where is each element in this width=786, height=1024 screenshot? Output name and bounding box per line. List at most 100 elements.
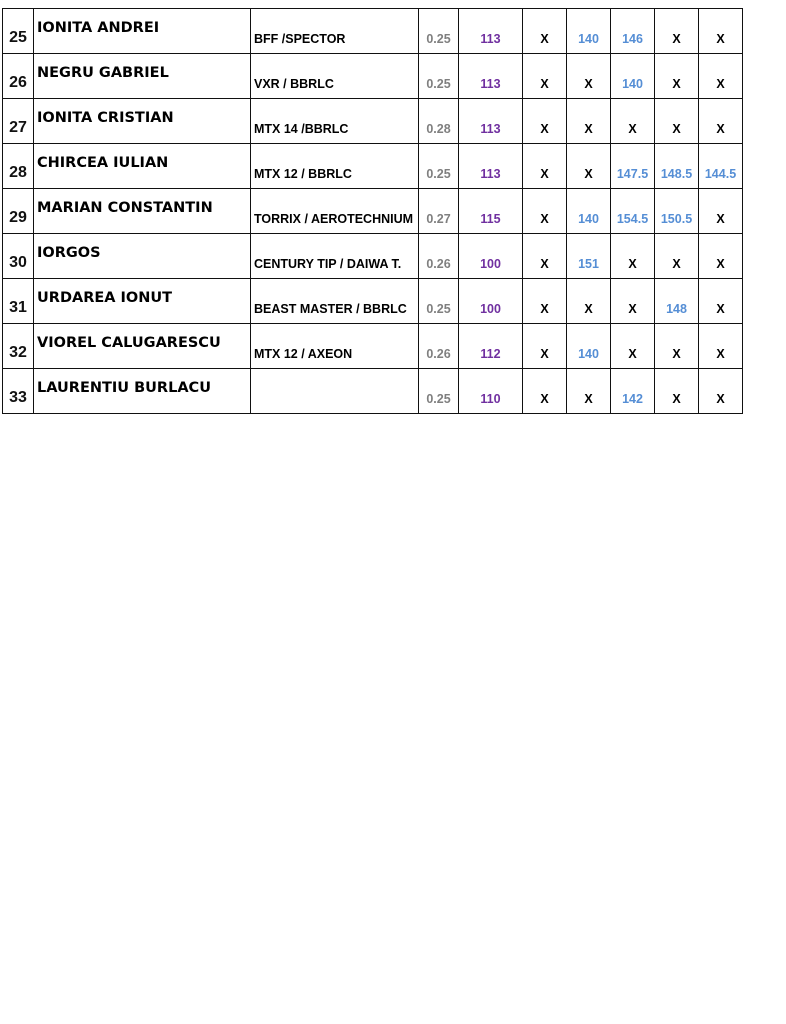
line-diameter: 0.25 bbox=[418, 278, 459, 324]
row-number: 29 bbox=[2, 188, 34, 234]
table-row: 27 IONITA CRISTIAN MTX 14 /BBRLC 0.28 113 X X X… bbox=[2, 98, 743, 144]
line-diameter: 0.26 bbox=[418, 323, 459, 369]
throw-1: X bbox=[522, 368, 567, 414]
row-number: 33 bbox=[2, 368, 34, 414]
table-row: 26 NEGRU GABRIEL VXR / BBRLC 0.25 113 X X 140 X X bbox=[2, 53, 743, 99]
throw-2: X bbox=[566, 53, 611, 99]
competitor-name: IORGOS bbox=[33, 233, 251, 279]
line-diameter: 0.25 bbox=[418, 53, 459, 99]
throw-2: X bbox=[566, 368, 611, 414]
throw-3: 147.5 bbox=[610, 143, 655, 189]
equipment: CENTURY TIP / DAIWA T. bbox=[250, 233, 419, 279]
row-number: 31 bbox=[2, 278, 34, 324]
equipment: TORRIX / AEROTECHNIUM bbox=[250, 188, 419, 234]
lead-weight: 100 bbox=[458, 278, 523, 324]
throw-4: X bbox=[654, 8, 699, 54]
throw-5: X bbox=[698, 53, 743, 99]
line-diameter: 0.25 bbox=[418, 368, 459, 414]
row-number: 26 bbox=[2, 53, 34, 99]
competitor-name: IONITA CRISTIAN bbox=[33, 98, 251, 144]
throw-5: X bbox=[698, 233, 743, 279]
throw-4: X bbox=[654, 323, 699, 369]
throw-1: X bbox=[522, 143, 567, 189]
competitor-name: MARIAN CONSTANTIN bbox=[33, 188, 251, 234]
competitor-name: URDAREA IONUT bbox=[33, 278, 251, 324]
line-diameter: 0.27 bbox=[418, 188, 459, 234]
table-row: 31 URDAREA IONUT BEAST MASTER / BBRLC 0.25 1… bbox=[2, 278, 743, 324]
throw-4: X bbox=[654, 368, 699, 414]
lead-weight: 110 bbox=[458, 368, 523, 414]
throw-4: X bbox=[654, 53, 699, 99]
line-diameter: 0.26 bbox=[418, 233, 459, 279]
throw-3: 154.5 bbox=[610, 188, 655, 234]
line-diameter: 0.25 bbox=[418, 143, 459, 189]
equipment bbox=[250, 368, 419, 414]
lead-weight: 115 bbox=[458, 188, 523, 234]
throw-1: X bbox=[522, 233, 567, 279]
lead-weight: 113 bbox=[458, 143, 523, 189]
throw-1: X bbox=[522, 53, 567, 99]
competitor-name: NEGRU GABRIEL bbox=[33, 53, 251, 99]
throw-1: X bbox=[522, 98, 567, 144]
throw-2: X bbox=[566, 98, 611, 144]
competitor-name: VIOREL CALUGARESCU bbox=[33, 323, 251, 369]
throw-2: 140 bbox=[566, 8, 611, 54]
competitor-name: LAURENTIU BURLACU bbox=[33, 368, 251, 414]
throw-5: X bbox=[698, 98, 743, 144]
throw-5: X bbox=[698, 368, 743, 414]
throw-1: X bbox=[522, 278, 567, 324]
throw-1: X bbox=[522, 323, 567, 369]
throw-3: 140 bbox=[610, 53, 655, 99]
competitor-name: CHIRCEA IULIAN bbox=[33, 143, 251, 189]
throw-3: 142 bbox=[610, 368, 655, 414]
equipment: MTX 12 / BBRLC bbox=[250, 143, 419, 189]
equipment: MTX 12 / AXEON bbox=[250, 323, 419, 369]
table-row: 29 MARIAN CONSTANTIN TORRIX / AEROTECHNIUM… bbox=[2, 188, 743, 234]
competitor-name: IONITA ANDREI bbox=[33, 8, 251, 54]
throw-4: X bbox=[654, 233, 699, 279]
table-row: 30 IORGOS CENTURY TIP / DAIWA T. 0.26 100 X 15… bbox=[2, 233, 743, 279]
row-number: 32 bbox=[2, 323, 34, 369]
equipment: MTX 14 /BBRLC bbox=[250, 98, 419, 144]
throw-3: X bbox=[610, 233, 655, 279]
throw-1: X bbox=[522, 188, 567, 234]
table-row: 25 IONITA ANDREI BFF /SPECTOR 0.25 113 X 140 14… bbox=[2, 8, 743, 54]
throw-5: X bbox=[698, 278, 743, 324]
throw-1: X bbox=[522, 8, 567, 54]
lead-weight: 113 bbox=[458, 53, 523, 99]
line-diameter: 0.28 bbox=[418, 98, 459, 144]
line-diameter: 0.25 bbox=[418, 8, 459, 54]
throw-3: X bbox=[610, 98, 655, 144]
throw-3: X bbox=[610, 278, 655, 324]
throw-4: 148.5 bbox=[654, 143, 699, 189]
throw-4: 150.5 bbox=[654, 188, 699, 234]
throw-2: 151 bbox=[566, 233, 611, 279]
throw-2: 140 bbox=[566, 323, 611, 369]
lead-weight: 112 bbox=[458, 323, 523, 369]
throw-3: X bbox=[610, 323, 655, 369]
throw-2: X bbox=[566, 278, 611, 324]
equipment: BEAST MASTER / BBRLC bbox=[250, 278, 419, 324]
lead-weight: 113 bbox=[458, 98, 523, 144]
throw-3: 146 bbox=[610, 8, 655, 54]
lead-weight: 100 bbox=[458, 233, 523, 279]
table-row: 33 LAURENTIU BURLACU 0.25 110 X X 142 X X bbox=[2, 368, 743, 414]
row-number: 27 bbox=[2, 98, 34, 144]
throw-4: 148 bbox=[654, 278, 699, 324]
throw-2: 140 bbox=[566, 188, 611, 234]
row-number: 25 bbox=[2, 8, 34, 54]
table-row: 28 CHIRCEA IULIAN MTX 12 / BBRLC 0.25 113 X X 1… bbox=[2, 143, 743, 189]
equipment: VXR / BBRLC bbox=[250, 53, 419, 99]
throw-5: 144.5 bbox=[698, 143, 743, 189]
results-table: 25 IONITA ANDREI BFF /SPECTOR 0.25 113 X 140 14… bbox=[2, 8, 743, 414]
throw-5: X bbox=[698, 188, 743, 234]
row-number: 30 bbox=[2, 233, 34, 279]
row-number: 28 bbox=[2, 143, 34, 189]
throw-5: X bbox=[698, 323, 743, 369]
throw-5: X bbox=[698, 8, 743, 54]
lead-weight: 113 bbox=[458, 8, 523, 54]
throw-4: X bbox=[654, 98, 699, 144]
equipment: BFF /SPECTOR bbox=[250, 8, 419, 54]
table-row: 32 VIOREL CALUGARESCU MTX 12 / AXEON 0.26 11… bbox=[2, 323, 743, 369]
throw-2: X bbox=[566, 143, 611, 189]
